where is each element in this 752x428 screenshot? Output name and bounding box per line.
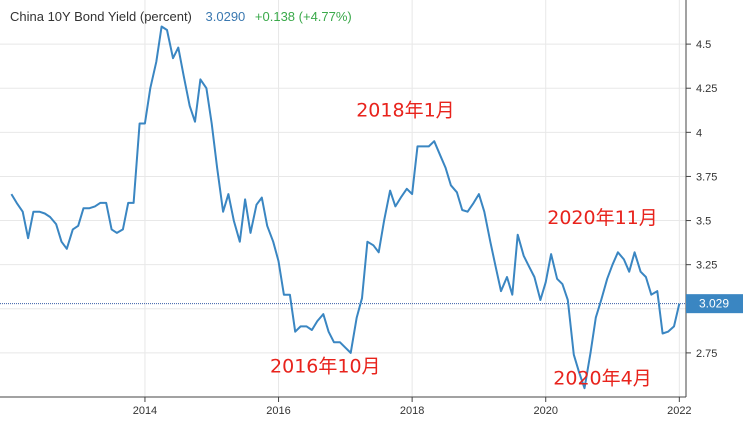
x-axis-ticks: 2014 2016 2018 2020 2022 (133, 397, 692, 417)
y-tick-label: 4.5 (696, 39, 711, 51)
y-tick-label: 4 (696, 127, 702, 139)
annotation-label: 2016年10月 (270, 355, 381, 377)
x-tick-label: 2016 (266, 405, 290, 417)
current-value-label: 3.029 (699, 297, 729, 311)
y-tick-label: 3.5 (696, 216, 711, 228)
y-tick-label: 3.25 (696, 260, 717, 272)
change-value: +0.138 (+4.77%) (254, 9, 352, 24)
x-tick-label: 2020 (533, 405, 557, 417)
annotation-label: 2020年11月 (547, 207, 658, 229)
chart-legend: China 10Y Bond Yield (percent) 3.0290 +0… (10, 9, 352, 24)
chart-annotations: 2018年1月 2016年10月 2020年11月 2020年4月 (270, 99, 658, 389)
y-tick-label: 3.75 (696, 171, 717, 183)
annotation-label: 2020年4月 (553, 368, 651, 390)
current-value-badge: 3.029 (686, 294, 743, 314)
y-tick-label: 2.75 (696, 348, 717, 360)
y-tick-label: 4.25 (696, 83, 717, 95)
x-tick-label: 2018 (400, 405, 424, 417)
yield-series-line (10, 25, 681, 390)
x-tick-label: 2022 (667, 405, 691, 417)
last-value: 3.0290 (205, 9, 246, 24)
series-name: China 10Y Bond Yield (percent) (10, 9, 192, 24)
current-value-box (686, 294, 743, 314)
x-tick-label: 2014 (133, 405, 157, 417)
annotation-label: 2018年1月 (356, 99, 454, 121)
chart-grid (0, 0, 686, 397)
